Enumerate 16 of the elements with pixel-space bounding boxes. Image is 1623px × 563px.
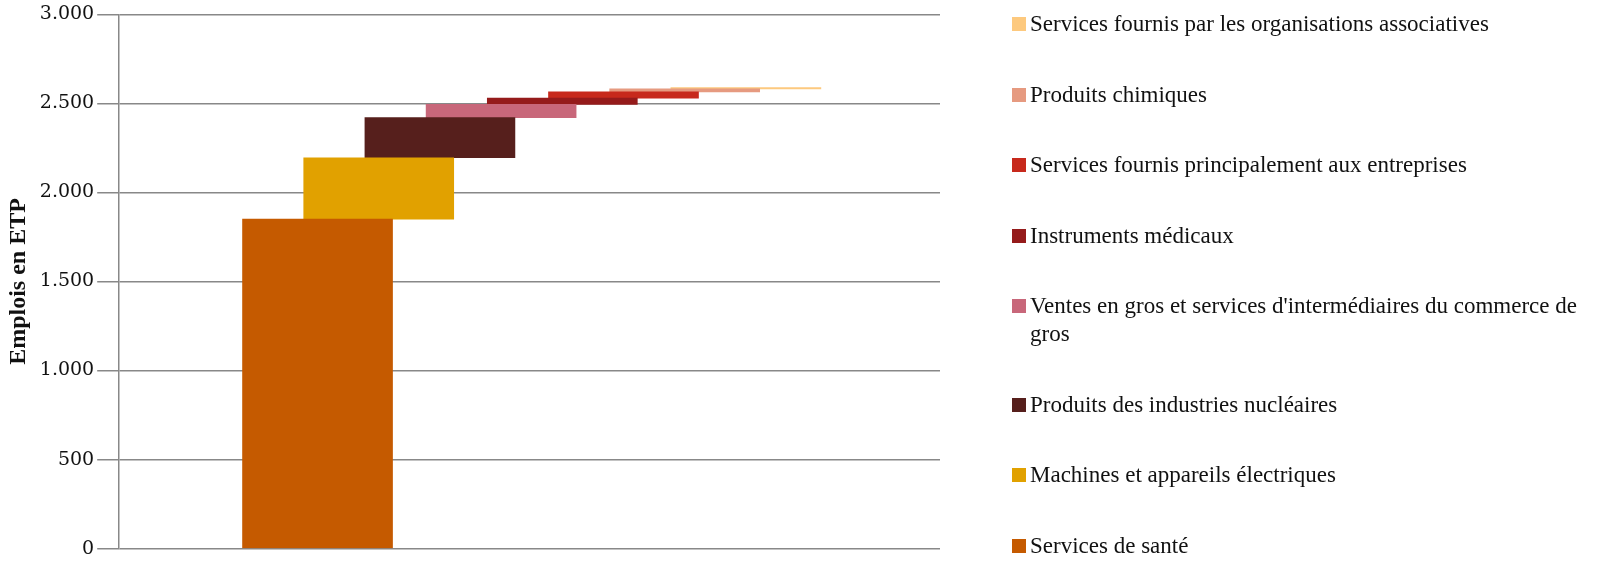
y-tick-label: 1.000: [39, 357, 95, 380]
legend-label: Services de santé: [1030, 531, 1189, 560]
legend-label: Produits des industries nucléaires: [1030, 390, 1338, 419]
legend-label: Services fournis par les organisations associatives: [1030, 10, 1489, 38]
y-tick-label: 2.000: [39, 179, 95, 202]
legend-label: Ventes en gros et services d'intermédiaires du commerce de gros: [1030, 292, 1578, 349]
y-tick-label: 1.500: [39, 268, 95, 291]
legend-label: Instruments médicaux: [1030, 221, 1234, 250]
y-tick-label: 3.000: [39, 1, 95, 24]
legend-label: Machines et appareils électriques: [1030, 461, 1336, 490]
y-tick-label: 500: [57, 446, 95, 469]
y-tick-label: 2.500: [39, 90, 95, 113]
y-tick-label: 0: [82, 535, 95, 558]
legend-label: Services fournis principalement aux entreprises: [1030, 151, 1467, 180]
legend-label: Produits chimiques: [1030, 80, 1207, 109]
y-axis-title: Emplois en ETP: [3, 198, 30, 365]
